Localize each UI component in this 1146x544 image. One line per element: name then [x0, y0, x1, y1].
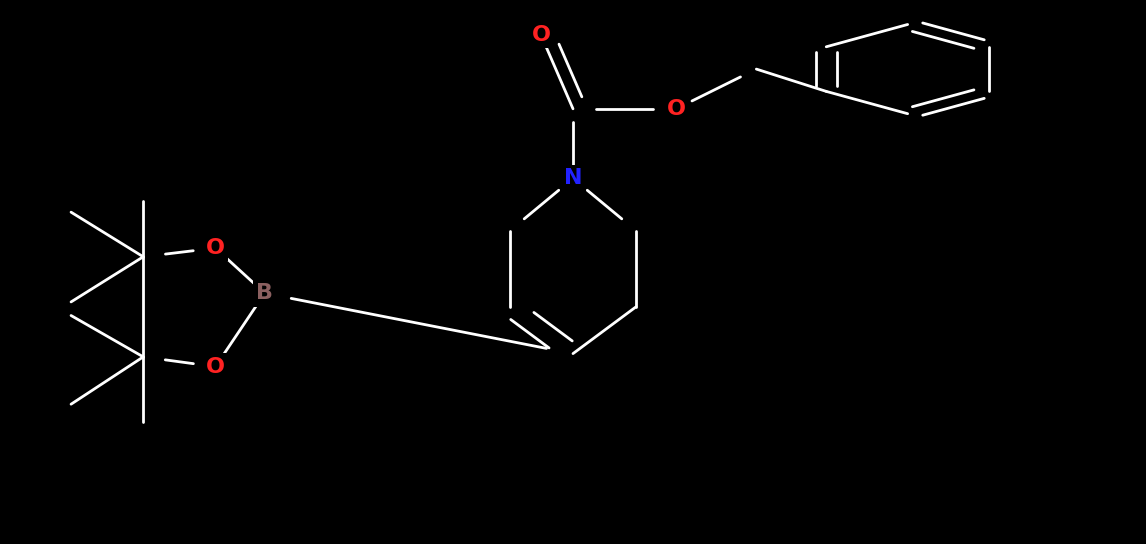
Text: O: O [206, 238, 225, 258]
Text: O: O [532, 25, 550, 45]
Text: O: O [667, 99, 685, 119]
Text: N: N [564, 169, 582, 188]
Text: O: O [206, 357, 225, 376]
Text: B: B [257, 283, 273, 303]
